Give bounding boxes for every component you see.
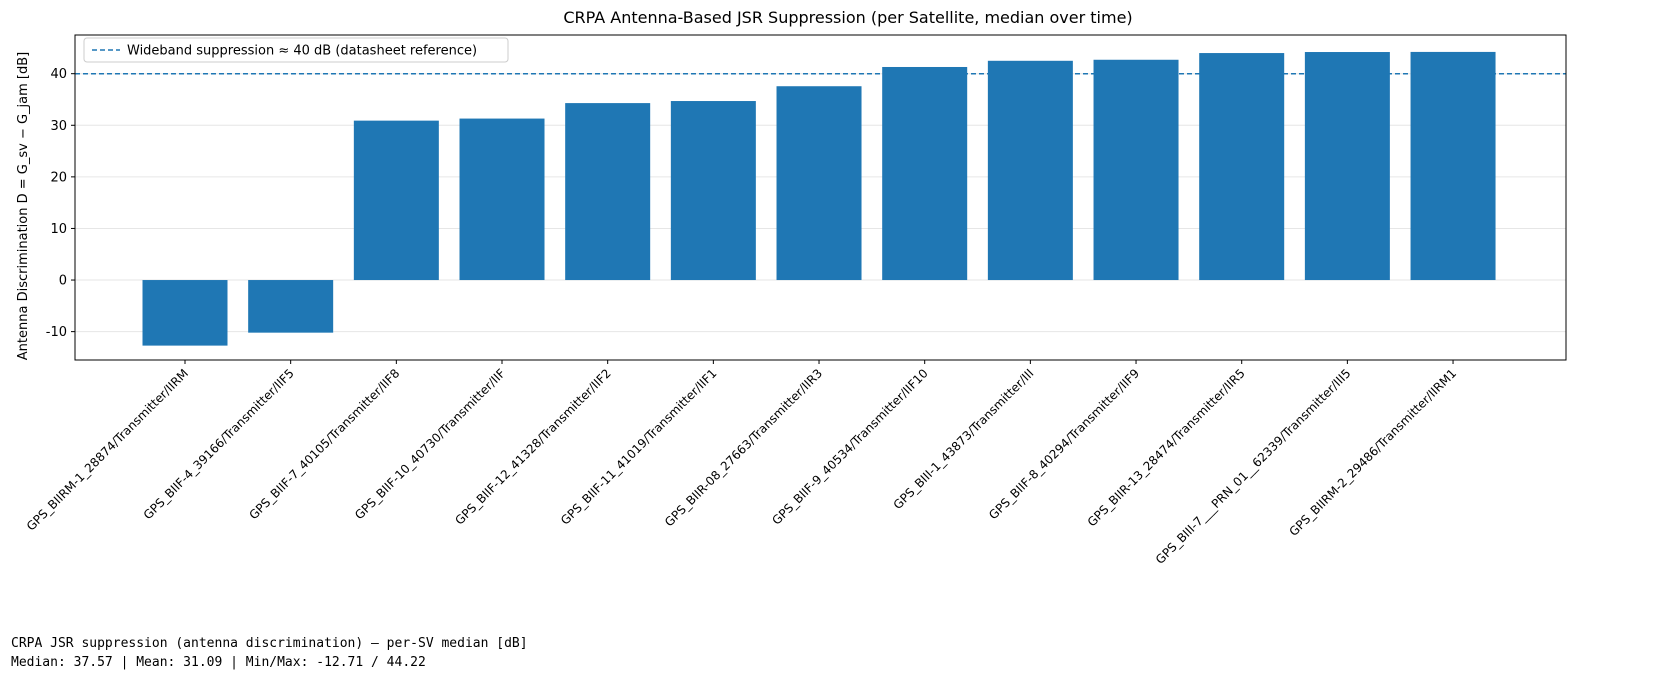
legend-label: Wideband suppression ≈ 40 dB (datasheet … <box>127 44 477 59</box>
plot-frame <box>74 34 1567 361</box>
bar <box>459 118 545 281</box>
bar <box>565 103 651 281</box>
chart-title: CRPA Antenna-Based JSR Suppression (per … <box>563 8 1132 27</box>
y-tick-label: 10 <box>50 222 67 237</box>
bar <box>882 66 968 281</box>
bar <box>1199 53 1285 281</box>
y-tick-label: 40 <box>50 67 67 82</box>
bar <box>248 280 334 333</box>
y-tick-label: 0 <box>59 274 67 289</box>
bar <box>1304 52 1390 281</box>
bar <box>987 60 1073 281</box>
legend-box <box>83 37 509 63</box>
summary-line-2: Median: 37.57 | Mean: 31.09 | Min/Max: -… <box>11 655 426 670</box>
summary-line-1: CRPA JSR suppression (antenna discrimina… <box>11 636 528 651</box>
bars-layer <box>142 51 1496 346</box>
bar <box>353 120 439 281</box>
x-tick-label: GPS_BIIRM-1_28874/Transmitter/IIRM <box>24 366 191 533</box>
legend: Wideband suppression ≈ 40 dB (datasheet … <box>83 37 509 63</box>
bar <box>670 101 756 281</box>
x-tick-label: GPS_BIII-7___PRN_01__62339/Transmitter/I… <box>1153 366 1354 567</box>
bar <box>142 280 228 346</box>
y-tick-label: 20 <box>50 170 67 185</box>
summary-text: CRPA JSR suppression (antenna discrimina… <box>11 634 528 672</box>
y-tick-label: 30 <box>50 119 67 134</box>
x-tick-label: GPS_BIIRM-2_29486/Transmitter/IIRM1 <box>1286 366 1459 539</box>
bar <box>1093 59 1179 281</box>
y-tick-label: -10 <box>46 325 67 340</box>
bar <box>776 86 862 281</box>
y-axis-label: Antenna Discrimination D = G_sv − G_jam … <box>16 52 31 360</box>
bar <box>1410 51 1496 281</box>
